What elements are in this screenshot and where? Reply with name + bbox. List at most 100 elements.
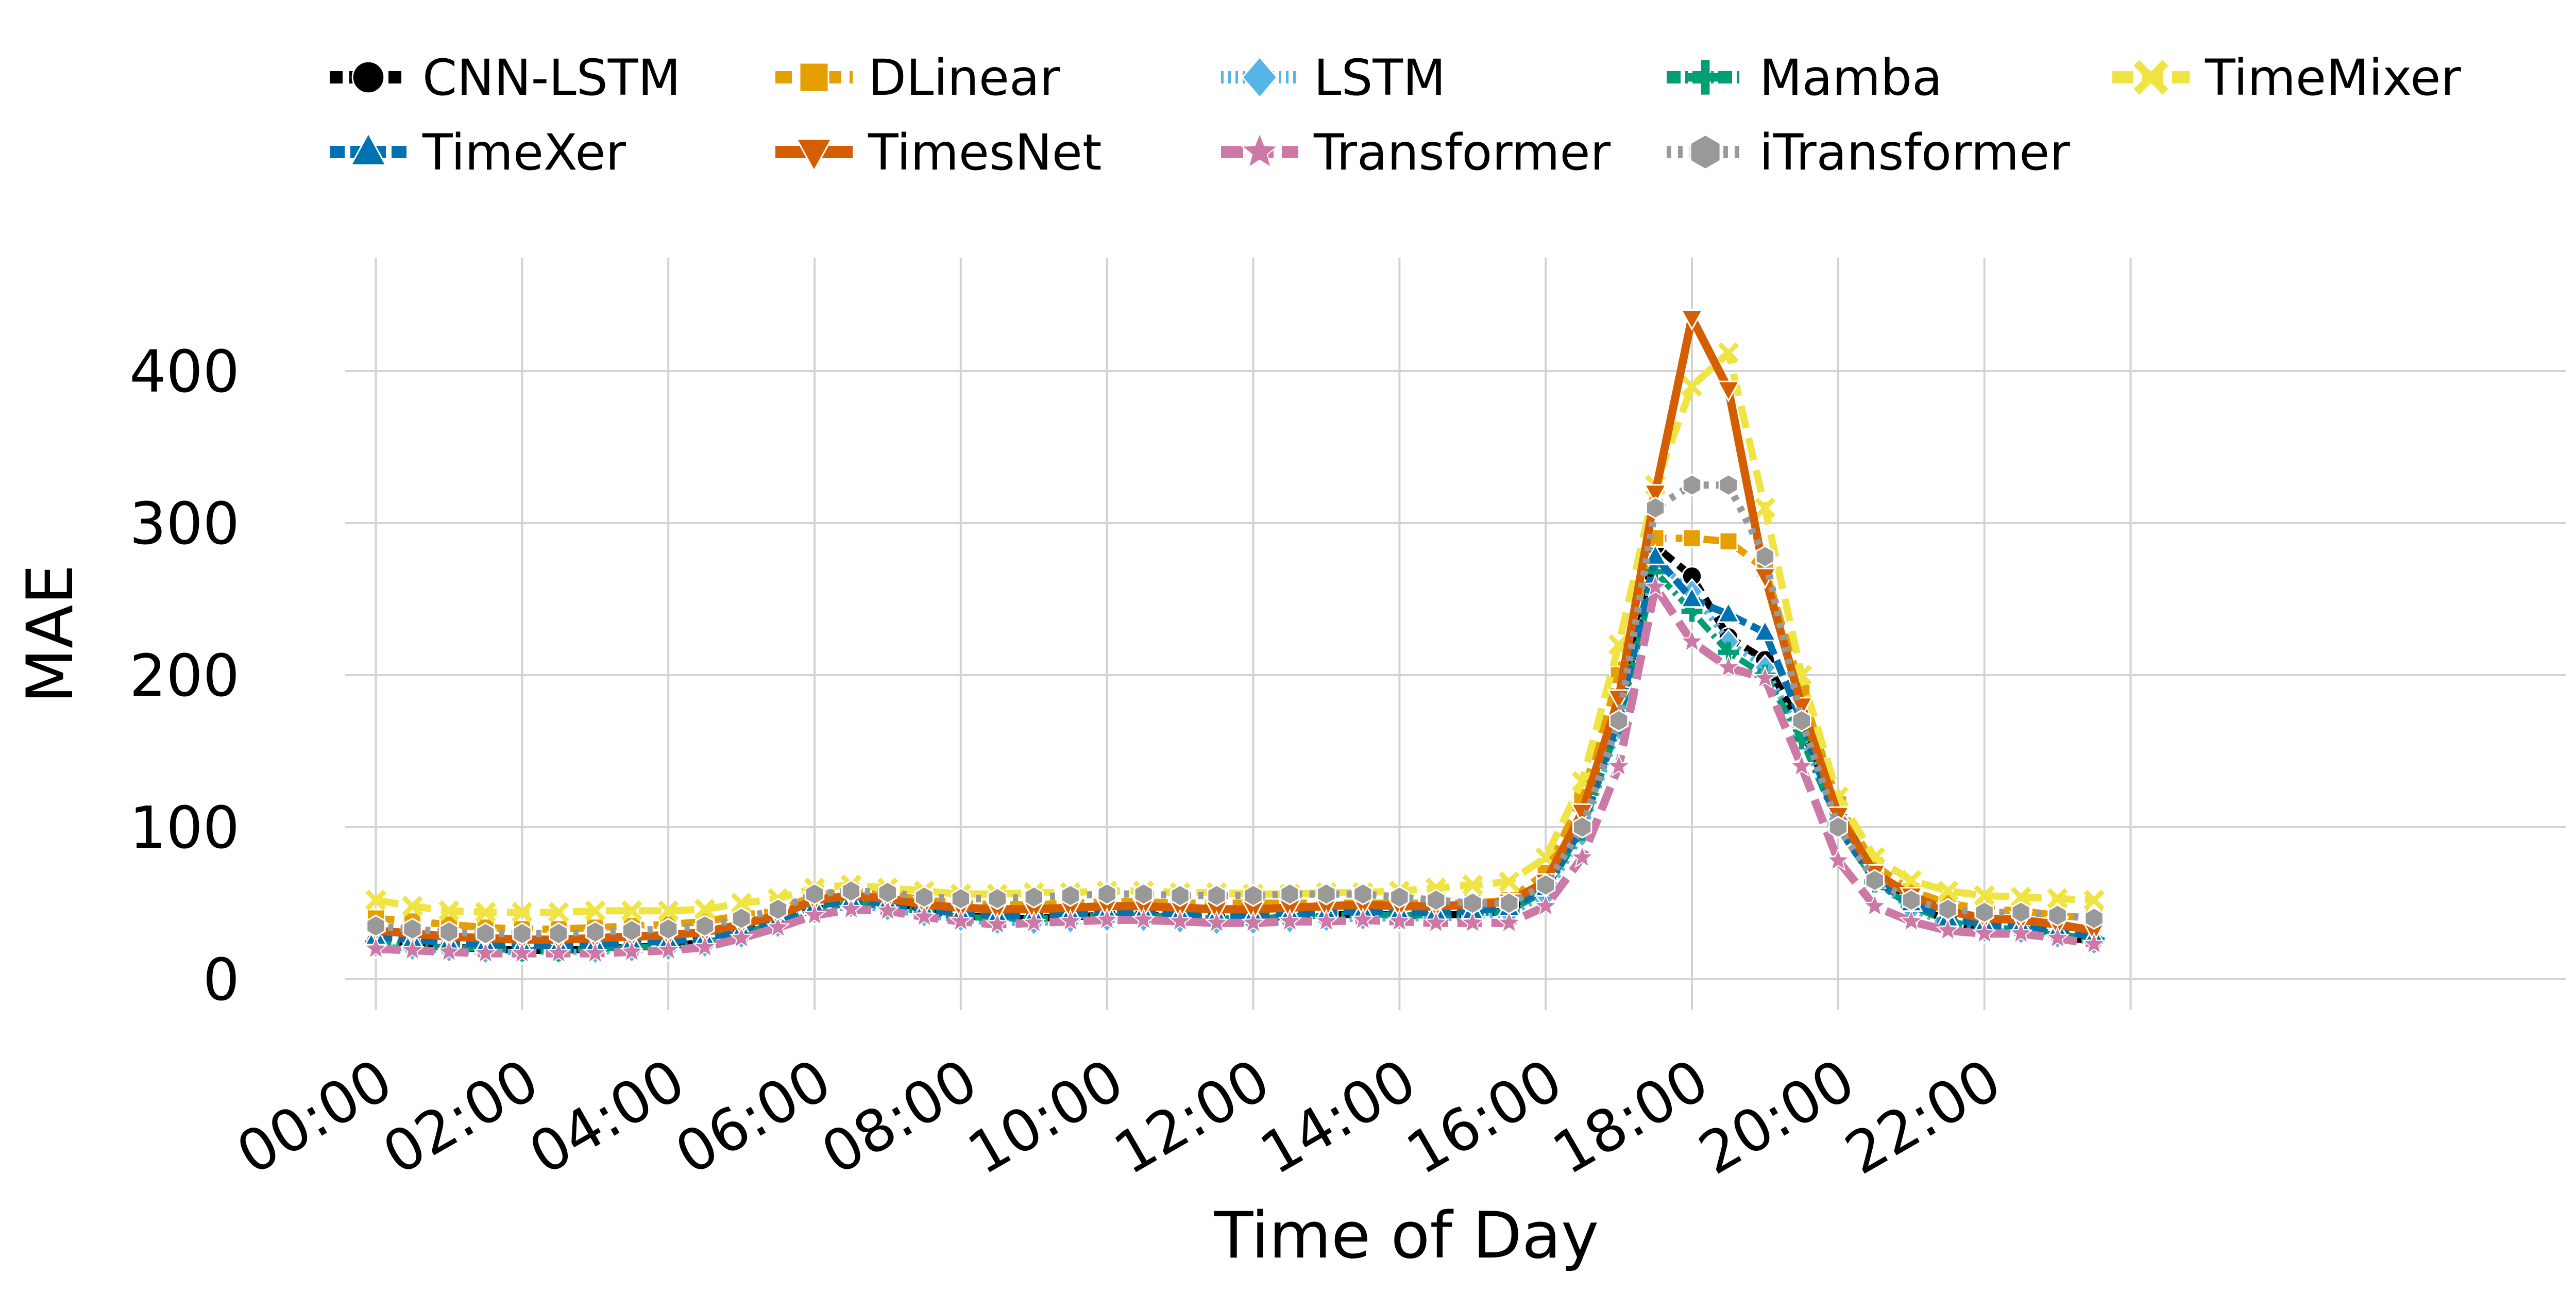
series-line-timexer: [375, 552, 2095, 950]
data-point-transformer: [473, 941, 498, 964]
data-point-transformer: [2045, 925, 2070, 949]
data-point-itransformer: [1974, 901, 1994, 924]
legend-item-cnn-lstm: CNN-LSTM: [330, 49, 681, 107]
series-line-dlinear: [375, 534, 2095, 933]
legend-marker-itransformer: [1689, 133, 1721, 171]
data-point-itransformer: [1572, 815, 1592, 839]
data-point-itransformer: [1060, 884, 1080, 907]
legend-label-transformer: Transformer: [1313, 124, 1611, 181]
data-point-transformer: [1716, 655, 1741, 678]
data-point-transformer: [1241, 910, 1266, 933]
data-point-timemixer: [1681, 376, 1703, 397]
data-point-dlinear: [1719, 531, 1738, 551]
x-tick-label: 04:00: [518, 1047, 696, 1188]
x-tick-label: 06:00: [665, 1047, 842, 1188]
series-itransformer: [366, 474, 2104, 945]
data-point-timemixer: [1974, 885, 1995, 907]
data-point-transformer: [1606, 753, 1631, 777]
legend-label-itransformer: iTransformer: [1759, 124, 2070, 181]
data-point-itransformer: [1499, 892, 1519, 915]
series-timesnet: [364, 309, 2106, 953]
y-tick-label: 400: [129, 339, 240, 406]
data-point-timemixer: [1754, 497, 1776, 518]
axes: 0 100 200 300 400 00:0002:0004:0006:0008:0010…: [129, 339, 2012, 1188]
data-point-timemixer: [2083, 890, 2105, 911]
data-point-transformer: [2081, 931, 2107, 955]
data-point-transformer: [1972, 920, 1997, 944]
legend-label-timemixer: TimeMixer: [2205, 49, 2461, 107]
data-point-transformer: [2008, 920, 2033, 944]
x-tick-label: 20:00: [1688, 1047, 1866, 1188]
legend-marker-timexer: [349, 131, 387, 166]
data-point-transformer: [729, 925, 754, 949]
data-point-transformer: [1350, 907, 1376, 931]
data-point-transformer: [802, 902, 827, 926]
data-point-transformer: [619, 939, 644, 963]
data-point-timemixer: [1462, 874, 1483, 896]
data-point-itransformer: [658, 917, 679, 941]
data-point-timemixer: [1718, 342, 1739, 363]
data-point-timexer: [1717, 601, 1740, 623]
data-point-transformer: [1314, 909, 1339, 932]
legend-marker-mamba: [1688, 60, 1723, 95]
data-point-itransformer: [1938, 898, 1958, 921]
data-point-dlinear: [1682, 529, 1702, 548]
data-point-transformer: [1789, 753, 1814, 777]
data-point-transformer: [1167, 909, 1193, 932]
data-point-itransformer: [1682, 474, 1702, 497]
data-point-transformer: [1423, 910, 1448, 933]
data-point-transformer: [912, 904, 937, 928]
data-point-transformer: [1862, 893, 1887, 917]
y-tick-label: 300: [129, 491, 240, 558]
data-point-timexer: [1680, 586, 1704, 608]
x-tick-label: 22:00: [1835, 1047, 2012, 1188]
data-point-transformer: [1094, 907, 1120, 931]
data-point-itransformer: [1645, 496, 1666, 519]
data-point-itransformer: [1718, 474, 1739, 497]
data-point-itransformer: [2047, 903, 2067, 927]
x-tick-label: 12:00: [1103, 1047, 1281, 1188]
data-point-itransformer: [1608, 709, 1629, 732]
data-point-itransformer: [731, 907, 752, 930]
data-point-transformer: [400, 937, 425, 961]
data-point-transformer: [436, 939, 462, 963]
data-point-itransformer: [1828, 815, 1848, 839]
data-point-itransformer: [804, 882, 825, 906]
legend-label-mamba: Mamba: [1759, 49, 1942, 107]
data-point-itransformer: [877, 881, 898, 904]
data-point-itransformer: [1316, 882, 1336, 906]
series-lines: [363, 309, 2107, 966]
data-point-transformer: [583, 941, 607, 964]
data-point-transformer: [692, 934, 717, 958]
data-point-transformer: [1826, 848, 1851, 871]
legend-label-timesnet: TimesNet: [868, 124, 1101, 181]
data-point-transformer: [948, 909, 973, 932]
legend-item-itransformer: iTransformer: [1667, 124, 2070, 181]
legend-marker-timesnet: [795, 138, 833, 173]
data-point-itransformer: [1791, 709, 1811, 732]
data-point-itransformer: [402, 917, 422, 941]
x-tick-label: 14:00: [1249, 1047, 1427, 1188]
legend-marker-cnn-lstm: [351, 60, 385, 94]
data-point-transformer: [510, 941, 535, 964]
data-point-timexer: [1753, 619, 1777, 642]
data-point-itransformer: [1865, 869, 1885, 892]
data-point-transformer: [1387, 909, 1412, 932]
data-point-itransformer: [1426, 888, 1446, 912]
data-point-transformer: [1643, 574, 1668, 598]
data-point-transformer: [1497, 910, 1521, 933]
legend-item-timemixer: TimeMixer: [2112, 49, 2461, 107]
data-point-timemixer: [1901, 869, 1922, 891]
legend-label-dlinear: DLinear: [868, 49, 1060, 107]
legend: CNN-LSTM DLinear LSTM Mamba TimeMixer TimeXer…: [330, 49, 2461, 181]
x-tick-label: 02:00: [372, 1047, 550, 1188]
data-point-itransformer: [1463, 892, 1483, 915]
data-point-transformer: [1753, 665, 1777, 689]
x-tick-label: 10:00: [957, 1047, 1135, 1188]
data-point-itransformer: [366, 914, 386, 937]
data-point-itransformer: [1207, 884, 1227, 907]
legend-marker-transformer: [1240, 131, 1279, 169]
data-point-itransformer: [1243, 884, 1263, 907]
